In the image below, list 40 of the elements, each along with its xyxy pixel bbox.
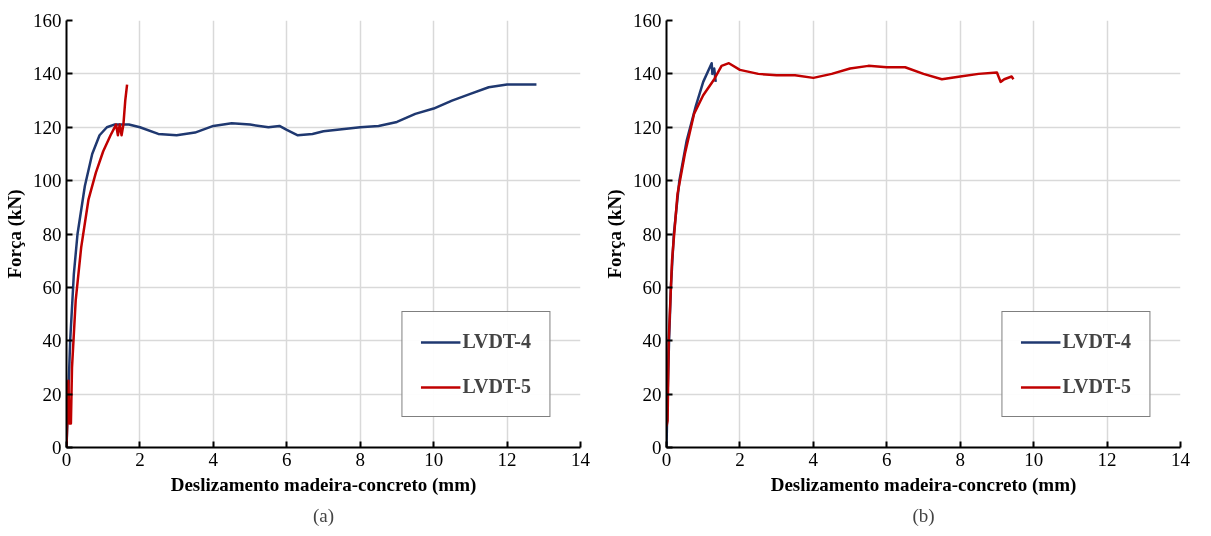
y-tick-label: 140 <box>633 63 662 85</box>
y-tick-label: 120 <box>633 116 662 138</box>
y-tick-label: 60 <box>642 276 662 298</box>
x-tick-label: 2 <box>135 448 145 470</box>
legend-label: LVDT-4 <box>1062 330 1131 353</box>
y-axis-title: Força (kN) <box>604 189 626 279</box>
x-tick-label: 12 <box>1097 448 1117 470</box>
y-tick-label: 60 <box>42 276 62 298</box>
legend-label: LVDT-5 <box>1062 375 1131 398</box>
y-tick-label: 20 <box>42 383 62 405</box>
x-tick-label: 10 <box>1024 448 1044 470</box>
y-tick-label: 140 <box>33 63 62 85</box>
y-tick-label: 80 <box>42 223 62 245</box>
y-tick-label: 160 <box>633 10 662 31</box>
y-tick-label: 20 <box>642 383 662 405</box>
y-tick-label: 80 <box>642 223 662 245</box>
x-tick-label: 14 <box>1171 448 1191 470</box>
x-tick-label: 8 <box>955 448 965 470</box>
y-tick-label: 160 <box>33 10 62 31</box>
x-tick-label: 6 <box>882 448 892 470</box>
x-tick-label: 12 <box>497 448 517 470</box>
y-tick-label: 120 <box>33 116 62 138</box>
x-axis-title: Deslizamento madeira-concreto (mm) <box>770 473 1077 496</box>
y-tick-label: 40 <box>642 330 662 352</box>
y-tick-label: 100 <box>633 170 662 192</box>
x-tick-label: 10 <box>424 448 444 470</box>
y-axis-title: Força (kN) <box>4 189 26 279</box>
y-tick-label: 100 <box>33 170 62 192</box>
text: (a) <box>312 504 335 527</box>
text: (b) <box>912 504 935 527</box>
x-tick-label: 6 <box>282 448 292 470</box>
x-tick-label: 4 <box>208 448 219 470</box>
legend-label: LVDT-5 <box>462 375 531 398</box>
y-tick-label: 40 <box>42 330 62 352</box>
x-tick-label: 8 <box>355 448 365 470</box>
legend-label: LVDT-4 <box>462 330 531 353</box>
x-tick-label: 4 <box>808 448 819 470</box>
x-axis-title: Deslizamento madeira-concreto (mm) <box>170 473 477 496</box>
x-tick-label: 2 <box>735 448 745 470</box>
x-tick-label: 14 <box>571 448 591 470</box>
